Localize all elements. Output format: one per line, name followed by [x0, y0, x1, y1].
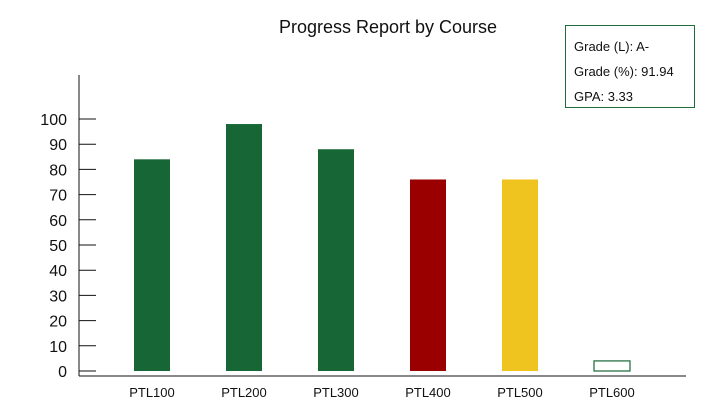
bars — [134, 124, 631, 372]
y-axis-ticks: 0 10 20 30 40 50 60 70 80 90 100 — [40, 112, 96, 381]
y-tick-label: 20 — [49, 314, 67, 331]
y-tick-label: 50 — [49, 238, 67, 255]
y-tick-label: 70 — [49, 188, 67, 205]
bar-ptl400 — [410, 179, 446, 371]
x-tick-label-ptl100: PTL100 — [129, 385, 175, 400]
y-tick-label: 0 — [58, 364, 67, 381]
x-tick-label-ptl300: PTL300 — [313, 385, 359, 400]
bar-ptl100 — [134, 159, 170, 371]
y-tick-label: 100 — [40, 112, 67, 129]
bar-ptl500 — [502, 179, 538, 371]
x-tick-label-ptl600: PTL600 — [589, 385, 635, 400]
x-tick-label-ptl400: PTL400 — [405, 385, 451, 400]
grade-summary-box: Grade (L): A- Grade (%): 91.94 GPA: 3.33 — [565, 25, 695, 108]
x-tick-label-ptl200: PTL200 — [221, 385, 267, 400]
y-tick-label: 40 — [49, 263, 67, 280]
y-tick-label: 80 — [49, 162, 67, 179]
y-tick-label: 90 — [49, 137, 67, 154]
bar-ptl300 — [318, 149, 354, 371]
y-tick-label: 60 — [49, 213, 67, 230]
y-tick-label: 30 — [49, 288, 67, 305]
x-axis-labels: PTL100 PTL200 PTL300 PTL400 PTL500 PTL600 — [129, 385, 635, 400]
y-tick-label: 10 — [49, 339, 67, 356]
chart-title: Progress Report by Course — [279, 17, 497, 37]
grade-percent: Grade (%): 91.94 — [574, 64, 674, 79]
gpa: GPA: 3.33 — [574, 89, 634, 104]
grade-letter: Grade (L): A- — [574, 39, 650, 54]
x-tick-label-ptl500: PTL500 — [497, 385, 543, 400]
bar-ptl200 — [226, 124, 262, 371]
bar-ptl600 — [593, 360, 631, 372]
